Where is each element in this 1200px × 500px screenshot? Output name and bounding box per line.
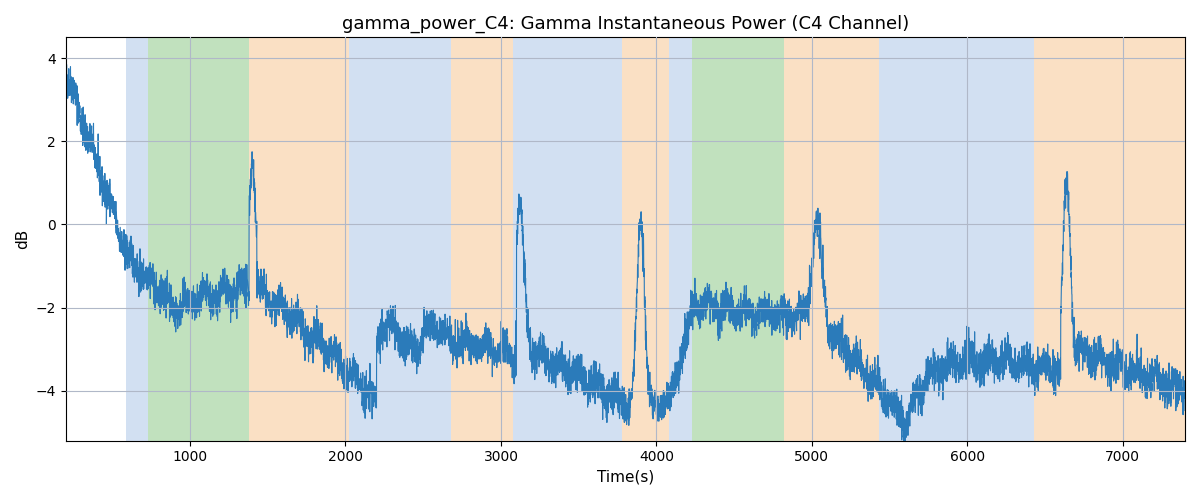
Bar bbox=[784, 38, 878, 440]
Bar bbox=[126, 38, 148, 440]
Bar bbox=[1010, 38, 1034, 440]
Bar bbox=[1034, 38, 1184, 440]
Bar bbox=[692, 38, 784, 440]
Title: gamma_power_C4: Gamma Instantaneous Power (C4 Channel): gamma_power_C4: Gamma Instantaneous Powe… bbox=[342, 15, 908, 34]
Bar bbox=[148, 38, 250, 440]
X-axis label: Time(s): Time(s) bbox=[596, 470, 654, 485]
Y-axis label: dB: dB bbox=[16, 229, 30, 249]
Bar bbox=[514, 38, 623, 440]
Bar bbox=[451, 38, 514, 440]
Bar bbox=[250, 38, 348, 440]
Bar bbox=[623, 38, 668, 440]
Bar bbox=[878, 38, 1010, 440]
Bar bbox=[348, 38, 451, 440]
Bar bbox=[668, 38, 692, 440]
